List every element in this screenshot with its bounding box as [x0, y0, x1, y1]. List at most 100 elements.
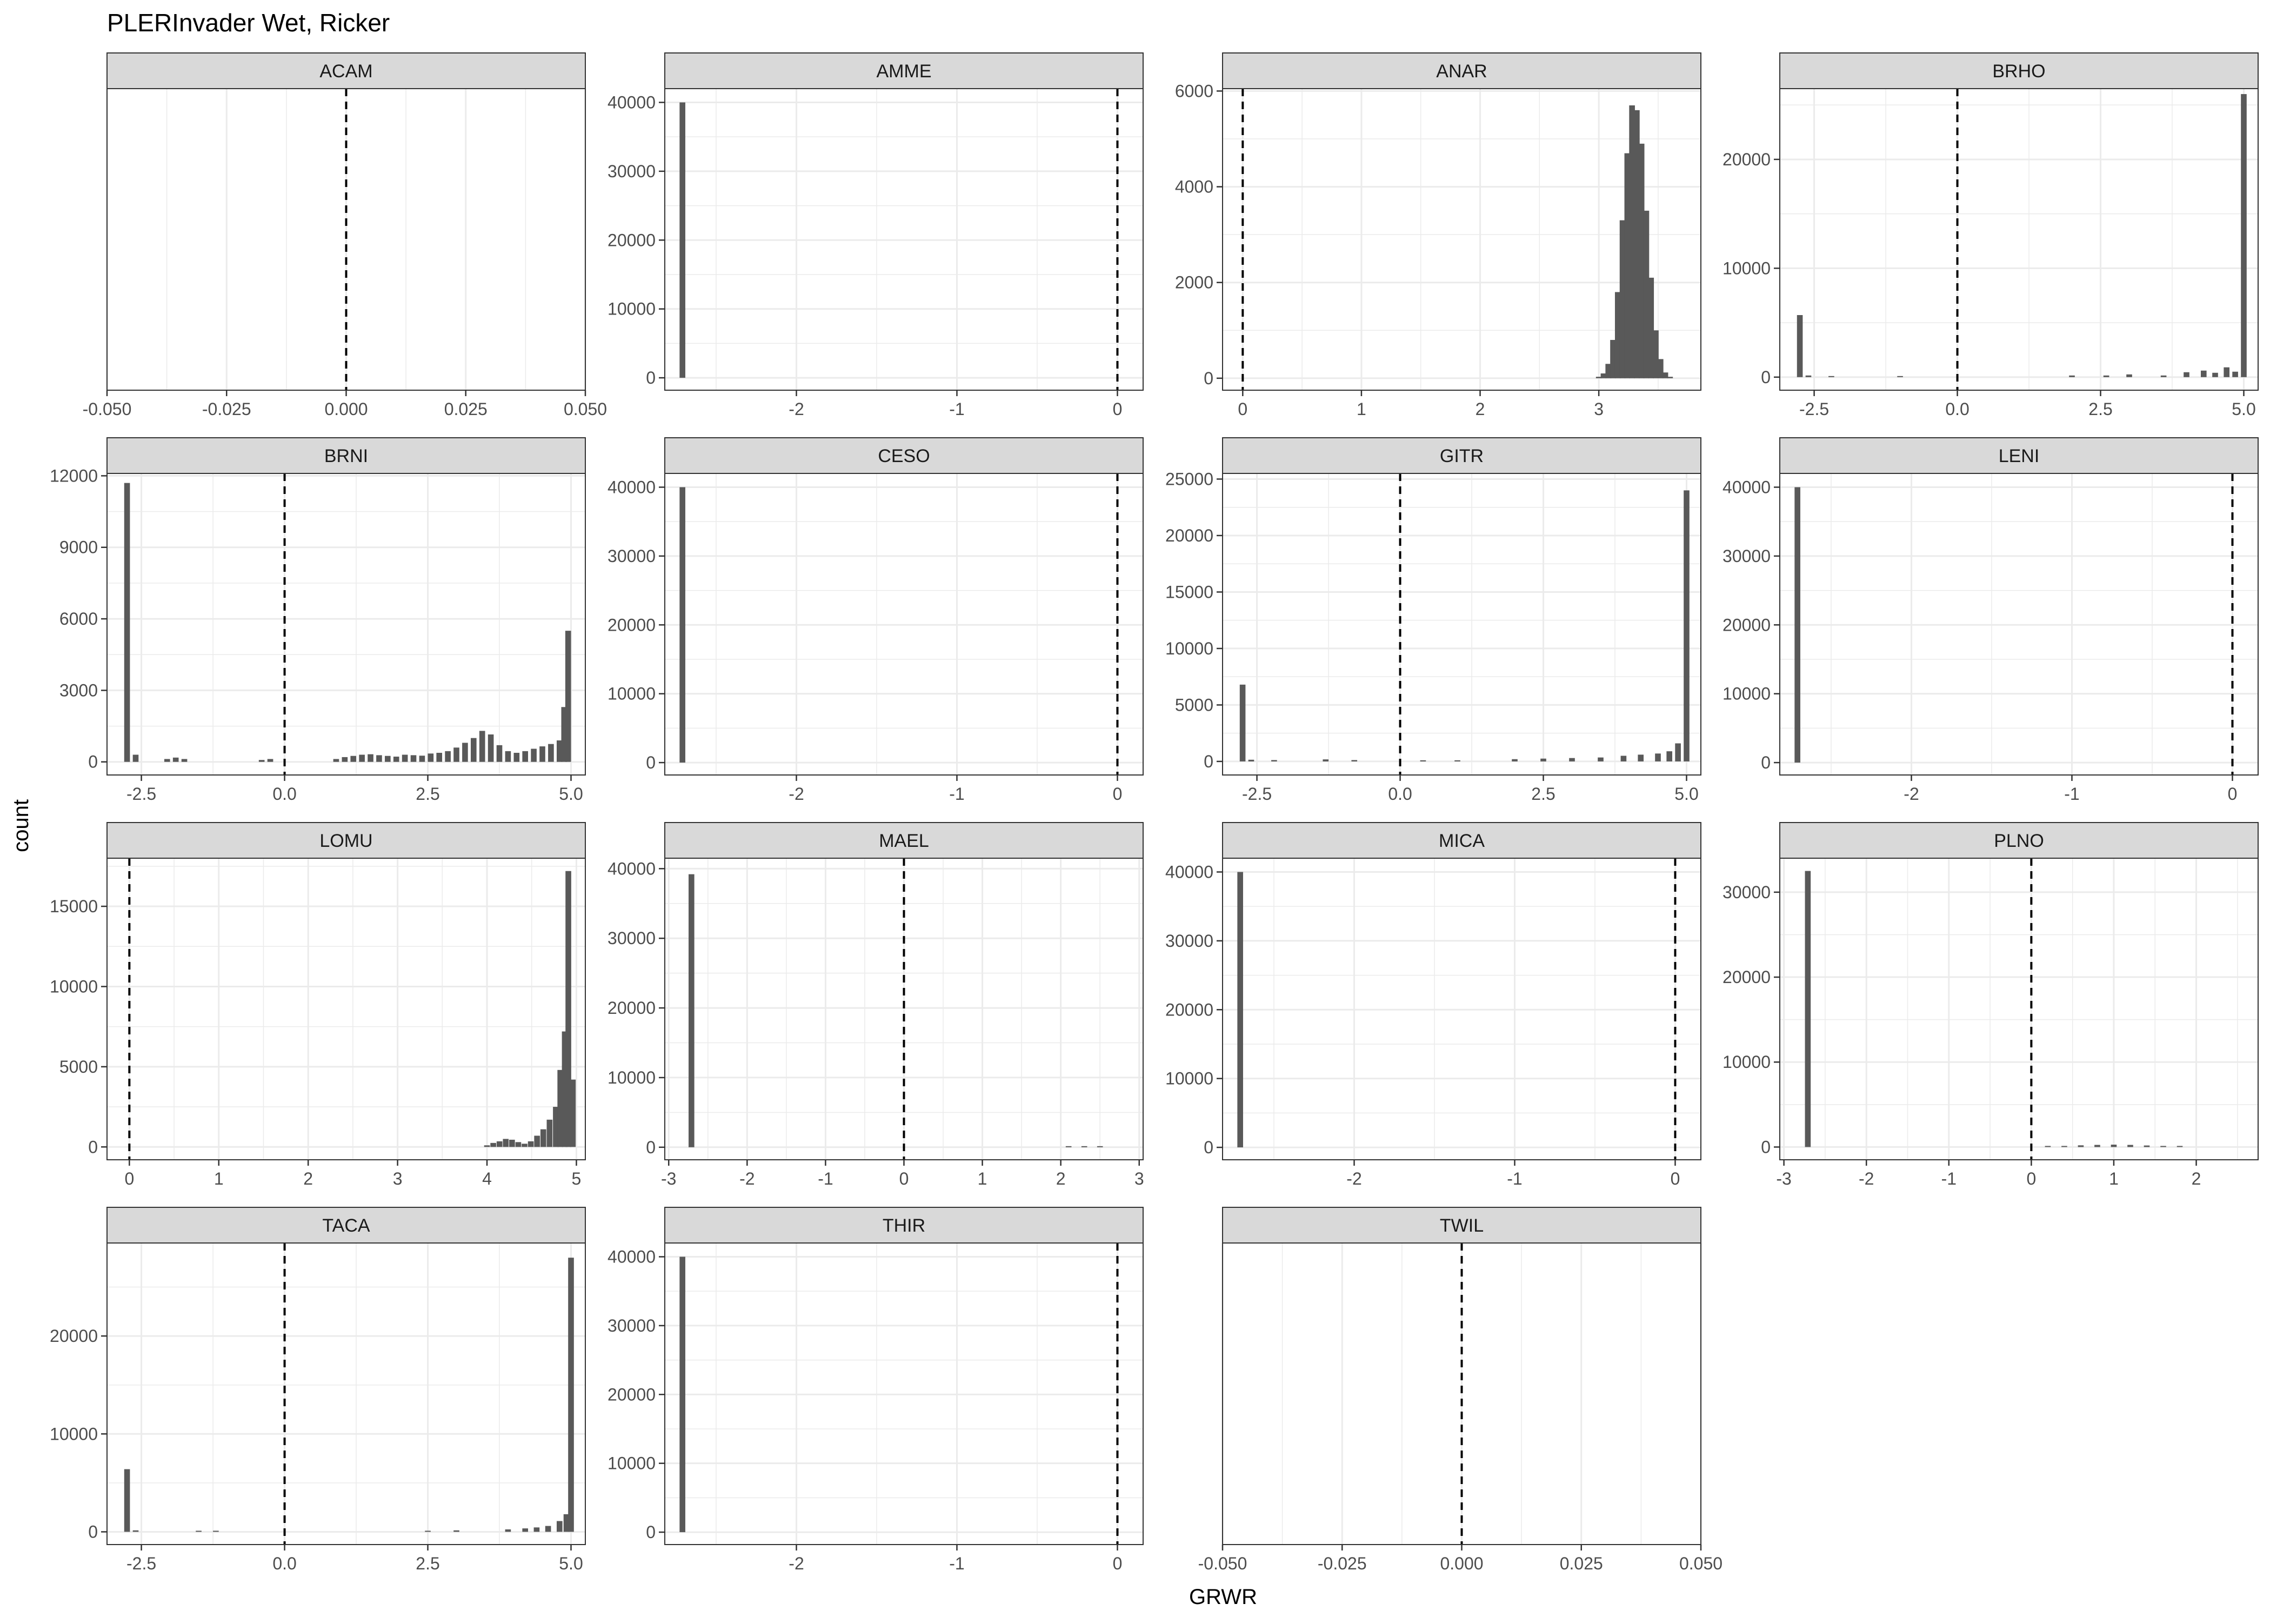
- histogram-bar: [1239, 684, 1246, 761]
- panel-border: [1222, 858, 1701, 1160]
- x-tick-label: -0.025: [202, 399, 251, 419]
- y-tick-label: 4000: [1175, 177, 1213, 197]
- histogram-bar: [2103, 375, 2109, 377]
- histogram-bar: [522, 1528, 529, 1532]
- chart-title: PLERInvader Wet, Ricker: [107, 9, 390, 37]
- facet-panel-ceso: CESO -2 -1 0 0 10000 20000 30000 40000: [607, 437, 1144, 804]
- x-tick-label: 0: [1113, 399, 1123, 419]
- y-tick-label: 0: [646, 753, 656, 772]
- histogram-bar: [1610, 340, 1616, 378]
- histogram-bar: [132, 754, 139, 762]
- facet-strip-label: MAEL: [879, 831, 929, 851]
- histogram-bar: [1237, 872, 1243, 1148]
- y-tick-label: 12000: [50, 466, 98, 485]
- histogram-bar: [385, 756, 391, 762]
- histogram-bar: [1662, 372, 1668, 378]
- y-tick-label: 6000: [1175, 81, 1213, 101]
- histogram-bar: [1097, 1146, 1103, 1147]
- histogram-bar: [565, 631, 571, 762]
- x-tick-label: -2: [789, 1554, 804, 1573]
- y-tick-label: 0: [88, 1522, 98, 1541]
- histogram-bar: [2176, 1146, 2183, 1147]
- y-tick-label: 15000: [1165, 582, 1213, 602]
- y-tick-label: 30000: [607, 928, 656, 948]
- facet-panel-anar: ANAR 0 1 2 3 0 2000 4000 6000: [1175, 52, 1701, 419]
- x-tick-label: -3: [661, 1169, 676, 1188]
- histogram-bar: [436, 752, 443, 762]
- histogram-bar: [1620, 756, 1627, 761]
- facet-strip-label: BRNI: [324, 446, 368, 466]
- histogram-bar: [2127, 1145, 2133, 1147]
- facet-strip: [1779, 822, 2259, 859]
- x-tick-label: -2: [789, 784, 804, 804]
- histogram-bar: [1065, 1146, 1072, 1147]
- histogram-bar: [2201, 370, 2207, 377]
- histogram-bar: [359, 754, 365, 762]
- x-tick-label: 3: [393, 1169, 403, 1188]
- y-tick-label: 0: [1761, 753, 1771, 772]
- histogram-bar: [164, 759, 170, 762]
- panel-border: [664, 88, 1144, 391]
- panel-border: [664, 473, 1144, 776]
- histogram-bar: [531, 748, 537, 762]
- histogram-bar: [1271, 760, 1277, 761]
- histogram-bar: [505, 1529, 511, 1532]
- facet-panel-brho: BRHO -2.5 0.0 2.5 5.0 0 10000 20000: [1722, 52, 2259, 419]
- histogram-bar: [1595, 377, 1602, 378]
- histogram-bar: [1666, 751, 1673, 761]
- facet-panel-amme: AMME -2 -1 0 0 10000 20000 30000 40000: [607, 52, 1144, 419]
- x-tick-label: -0.050: [1198, 1554, 1247, 1573]
- histogram-bar: [393, 757, 399, 762]
- histogram-bar: [132, 1530, 139, 1532]
- y-tick-label: 20000: [607, 230, 656, 250]
- y-tick-label: 40000: [607, 1247, 656, 1266]
- y-tick-label: 30000: [607, 1316, 656, 1335]
- histogram-bar: [350, 756, 357, 762]
- histogram-bar: [1619, 220, 1626, 378]
- x-tick-label: 1: [2109, 1169, 2119, 1188]
- histogram-bar: [368, 754, 373, 762]
- x-tick-label: 4: [482, 1169, 492, 1188]
- y-axis-label: count: [9, 799, 33, 852]
- x-tick-label: 0.000: [1440, 1554, 1483, 1573]
- histogram-bar: [539, 746, 545, 762]
- histogram-bar: [484, 1145, 490, 1147]
- histogram-bar: [570, 1079, 576, 1147]
- histogram-bar: [548, 744, 554, 762]
- histogram-bar: [528, 1141, 534, 1147]
- x-tick-label: 5.0: [559, 784, 583, 804]
- x-tick-label: -1: [818, 1169, 833, 1188]
- facet-strip: [106, 1207, 586, 1244]
- panel-border: [664, 1242, 1144, 1545]
- x-tick-label: -2: [789, 399, 804, 419]
- histogram-bar: [2111, 1145, 2117, 1147]
- x-tick-label: -2: [1346, 1169, 1361, 1188]
- x-tick-label: 3: [1594, 399, 1604, 419]
- panel-border: [106, 1242, 586, 1545]
- histogram-bar: [1638, 754, 1644, 761]
- facet-strip-label: AMME: [877, 61, 932, 82]
- x-tick-label: -2.5: [1242, 784, 1272, 804]
- histogram-bar: [1569, 758, 1575, 761]
- facet-strip: [664, 52, 1144, 89]
- panel-border: [1779, 858, 2259, 1160]
- histogram-bar: [1794, 487, 1800, 763]
- histogram-bar: [689, 874, 695, 1147]
- histogram-bar: [533, 1527, 540, 1532]
- histogram-bar: [496, 1141, 503, 1147]
- x-tick-label: 1: [214, 1169, 224, 1188]
- x-tick-label: 2: [1056, 1169, 1066, 1188]
- panel-background: [1780, 858, 2258, 1160]
- histogram-bar: [1653, 330, 1659, 378]
- y-tick-label: 10000: [1165, 639, 1213, 658]
- histogram-bar: [1675, 743, 1681, 761]
- histogram-bar: [2126, 374, 2132, 377]
- facet-panel-plno: PLNO -3 -2 -1 0 1 2 0 10000 20000 30000: [1722, 822, 2259, 1188]
- histogram-bar: [2144, 1145, 2150, 1147]
- histogram-bar: [376, 755, 382, 762]
- x-tick-label: -1: [949, 399, 964, 419]
- histogram-bar: [1667, 377, 1673, 378]
- x-tick-label: 0: [124, 1169, 134, 1188]
- x-tick-label: -2: [739, 1169, 755, 1188]
- x-tick-label: -2: [1859, 1169, 1874, 1188]
